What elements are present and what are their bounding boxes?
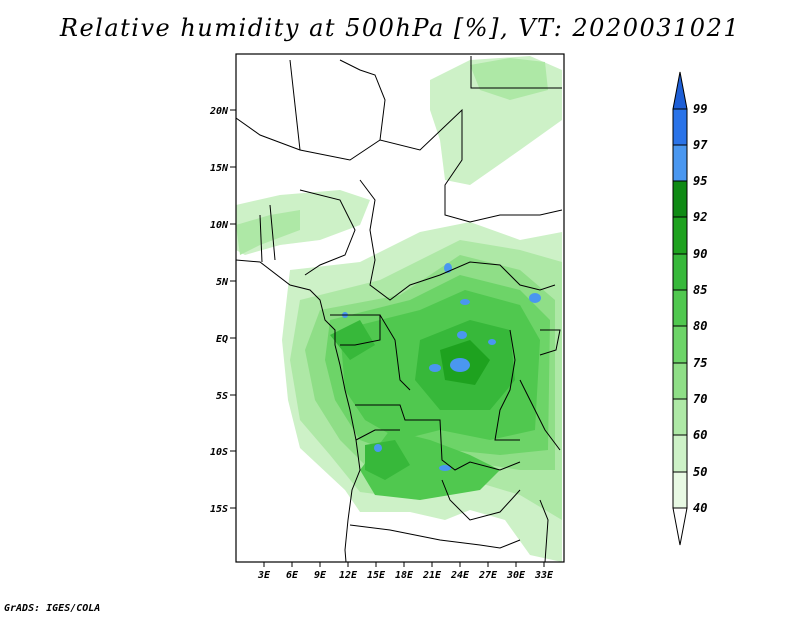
lon-label: 9E xyxy=(314,570,327,581)
lon-label: 18E xyxy=(395,570,414,581)
lat-label: 10S xyxy=(210,447,228,458)
colorbar-segment xyxy=(672,144,688,182)
country-borders xyxy=(236,56,563,562)
colorbar-segment xyxy=(672,180,688,218)
colorbar-segment xyxy=(672,325,688,364)
chart-title: Relative humidity at 500hPa [%], VT: 202… xyxy=(59,14,741,42)
map-frame xyxy=(235,53,565,563)
colorbar xyxy=(672,71,688,546)
lon-label: 12E xyxy=(339,570,358,581)
humidity-field xyxy=(236,56,562,562)
colorbar-top-arrow xyxy=(672,71,688,110)
colorbar-label: 70 xyxy=(693,392,707,406)
lon-label: 15E xyxy=(367,570,386,581)
lat-label: 5N xyxy=(216,277,229,288)
colorbar-label: 75 xyxy=(693,356,707,370)
lon-label: 6E xyxy=(286,570,299,581)
colorbar-label: 99 xyxy=(693,102,707,116)
colorbar-label: 95 xyxy=(693,174,707,188)
colorbar-label: 60 xyxy=(693,428,707,442)
lat-label: 15S xyxy=(210,504,228,515)
colorbar-label: 90 xyxy=(693,247,707,261)
lon-label: 27E xyxy=(478,570,498,581)
colorbar-segment xyxy=(672,434,688,473)
lat-label: EQ xyxy=(216,334,228,345)
colorbar-label: 80 xyxy=(693,319,707,333)
colorbar-segment xyxy=(672,216,688,255)
lat-label: 5S xyxy=(216,391,228,402)
lat-label: 10N xyxy=(210,220,229,231)
colorbar-label: 40 xyxy=(693,501,707,515)
lon-label: 33E xyxy=(534,570,554,581)
lon-label: 21E xyxy=(422,570,442,581)
colorbar-segment xyxy=(672,398,688,436)
colorbar-label: 92 xyxy=(693,210,707,224)
colorbar-segment xyxy=(672,362,688,400)
colorbar-bottom-arrow xyxy=(672,507,688,546)
longitude-axis xyxy=(263,562,545,567)
lat-label: 15N xyxy=(210,163,229,174)
lon-label: 3E xyxy=(257,570,271,581)
lon-label: 30E xyxy=(506,570,526,581)
colorbar-label: 50 xyxy=(693,465,707,479)
colorbar-label: 85 xyxy=(693,283,707,297)
colorbar-segment xyxy=(672,289,688,327)
colorbar-segment xyxy=(672,471,688,509)
lon-label: 24E xyxy=(450,570,470,581)
latitude-axis xyxy=(230,109,236,509)
lat-label: 20N xyxy=(209,106,229,117)
grads-credit: GrADS: IGES/COLA xyxy=(4,603,101,614)
colorbar-label: 97 xyxy=(693,138,708,152)
colorbar-segment xyxy=(672,108,688,146)
colorbar-segment xyxy=(672,253,688,291)
